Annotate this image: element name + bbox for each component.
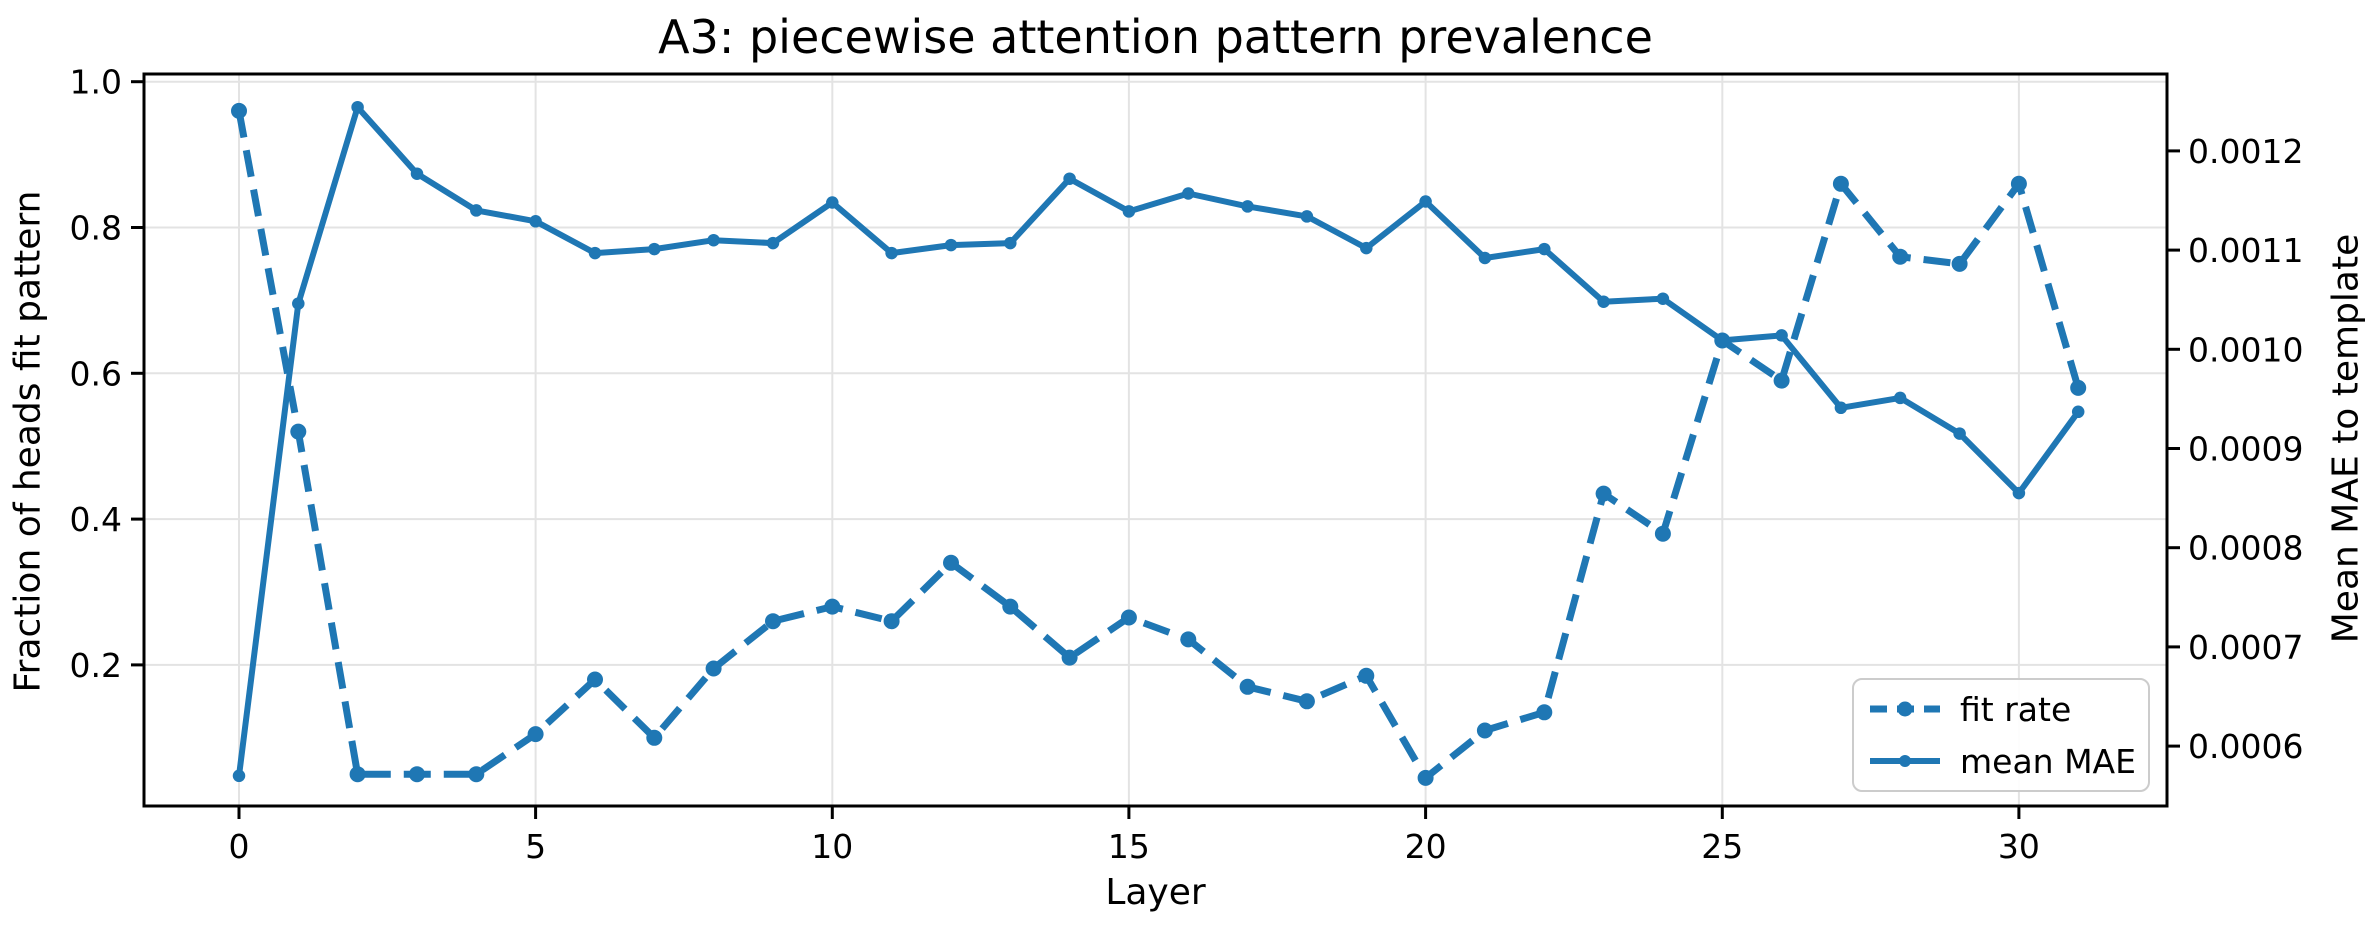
chart-title: A3: piecewise attention pattern prevalen… — [658, 10, 1653, 64]
legend-item-fit-rate: fit rate — [1868, 687, 2134, 731]
svg-text:5: 5 — [525, 827, 546, 866]
legend-label-mean-mae: mean MAE — [1960, 741, 2136, 781]
svg-text:0.0011: 0.0011 — [2188, 231, 2303, 270]
svg-text:0.0006: 0.0006 — [2188, 727, 2303, 766]
svg-text:0.2: 0.2 — [70, 646, 122, 685]
svg-text:15: 15 — [1108, 827, 1150, 866]
legend-label-fit-rate: fit rate — [1960, 689, 2072, 729]
svg-text:0.0007: 0.0007 — [2188, 628, 2303, 667]
svg-text:20: 20 — [1405, 827, 1447, 866]
legend: fit rate mean MAE — [1852, 678, 2150, 792]
legend-item-mean-mae: mean MAE — [1868, 739, 2136, 783]
svg-text:0.0012: 0.0012 — [2188, 132, 2303, 171]
svg-text:0.0008: 0.0008 — [2188, 529, 2303, 568]
svg-text:0.0009: 0.0009 — [2188, 430, 2303, 469]
svg-text:0.8: 0.8 — [70, 209, 122, 248]
fit-rate-line-sample — [1870, 701, 1940, 717]
svg-text:0: 0 — [229, 827, 250, 866]
svg-text:25: 25 — [1701, 827, 1743, 866]
svg-text:30: 30 — [1998, 827, 2040, 866]
svg-text:10: 10 — [811, 827, 853, 866]
x-axis-label: Layer — [1105, 872, 1206, 913]
svg-text:0.4: 0.4 — [70, 500, 122, 539]
mean-mae-line-sample — [1870, 755, 1940, 767]
svg-text:1.0: 1.0 — [70, 63, 122, 102]
svg-text:0.6: 0.6 — [70, 354, 122, 393]
svg-text:0.0010: 0.0010 — [2188, 330, 2303, 369]
